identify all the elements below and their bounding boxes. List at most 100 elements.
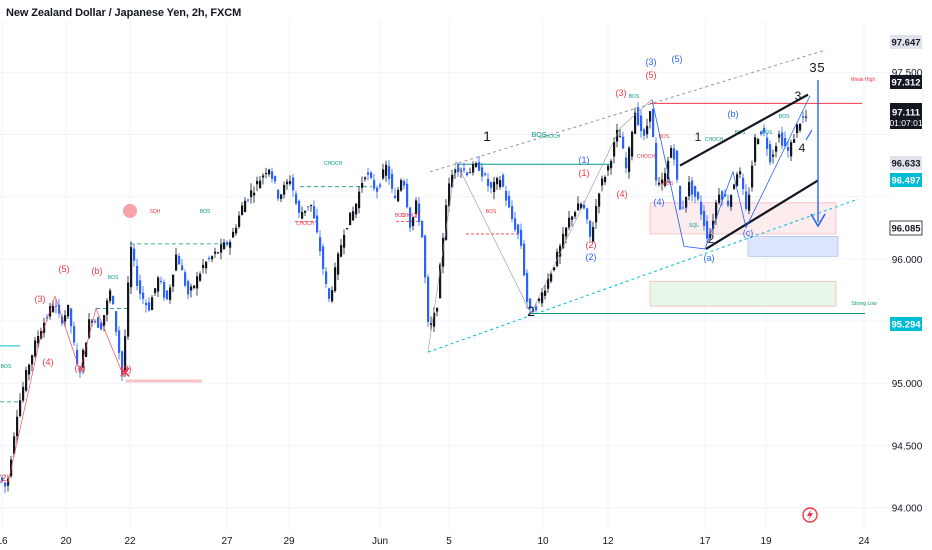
candle (523, 243, 526, 276)
candle (283, 184, 286, 195)
structure-label: BOS (1, 364, 12, 370)
candle (397, 189, 400, 202)
candle (511, 206, 514, 219)
candle (1, 477, 4, 482)
candle (754, 137, 757, 162)
candle (721, 191, 724, 200)
candle (583, 204, 586, 209)
structure-label: CHOCH (705, 137, 724, 143)
candle (310, 204, 313, 207)
candle (88, 319, 91, 338)
candle (184, 272, 187, 286)
candle (262, 175, 265, 178)
price-badge (890, 156, 922, 170)
candle (577, 203, 580, 211)
candle (286, 181, 289, 185)
candle (430, 323, 433, 325)
candle (769, 144, 772, 163)
candle (145, 302, 148, 306)
candle (700, 201, 703, 215)
wave-label-black: 3 (809, 60, 816, 75)
candle (169, 287, 172, 301)
price-axis[interactable]: 94.00094.50095.00095.50096.00097.50097.6… (889, 35, 923, 515)
candle (436, 307, 439, 312)
candle (739, 171, 742, 175)
candle (259, 180, 262, 189)
candle (619, 136, 622, 138)
candle (67, 304, 70, 317)
wave-label-blue: (1) (579, 155, 590, 165)
candle (421, 220, 424, 238)
candle (691, 180, 694, 195)
x-tick-label: 16 (0, 536, 8, 547)
candle (688, 182, 691, 197)
candle (694, 185, 697, 197)
candle (76, 349, 79, 364)
price-badge-label: 96.085 (891, 224, 921, 235)
candle (670, 148, 673, 158)
candle (94, 321, 97, 323)
candle (517, 224, 520, 234)
candle (373, 180, 376, 189)
structure-label: BOS (779, 114, 790, 120)
candle (544, 290, 547, 296)
candle (271, 171, 274, 179)
candle (733, 184, 736, 189)
candle (427, 276, 430, 322)
candle (325, 271, 328, 284)
candle (382, 169, 385, 179)
structure-label: SQH (150, 209, 161, 215)
wave-label-red: (2) (0, 473, 10, 483)
candle (718, 194, 721, 203)
structure-label: BOS (200, 209, 211, 215)
candle (580, 203, 583, 209)
candle (607, 165, 610, 171)
candle (664, 173, 667, 186)
time-axis[interactable]: 16 20 22 27 29 Jun 5 10 12 17 19 24 (0, 536, 870, 547)
candle (265, 172, 268, 174)
candle (364, 177, 367, 180)
candle (760, 131, 763, 135)
candle (34, 340, 37, 357)
structure-label: BOS (395, 213, 406, 219)
price-badge (890, 35, 922, 49)
wave-label-blue: (5) (672, 54, 683, 64)
price-badge (890, 75, 922, 89)
candle (85, 342, 88, 357)
candle (649, 111, 652, 122)
wave-label-blue: (3) (646, 57, 657, 67)
wave-label-blue: (c) (743, 228, 754, 238)
candle (652, 108, 655, 138)
y-tick-label: 94.500 (892, 441, 923, 452)
wave-path (7, 295, 125, 483)
candle (589, 220, 592, 237)
lightning-icon (802, 507, 818, 523)
candle (727, 200, 730, 206)
price-badge-label: 97.647 (891, 38, 920, 49)
candle (253, 192, 256, 196)
structure-label: BOS (629, 94, 640, 100)
wave-label-red: (3) (616, 88, 627, 98)
x-tick-label: 24 (858, 536, 870, 547)
candle (781, 132, 784, 146)
candle (205, 261, 208, 269)
candle (121, 351, 124, 375)
candle (403, 181, 406, 186)
wave-path (651, 95, 811, 250)
candle (709, 233, 712, 239)
x-tick-label: 29 (283, 536, 295, 547)
candle (244, 200, 247, 213)
structure-label: BOS (663, 181, 674, 187)
wave-label-blue: (a) (704, 253, 715, 263)
candle (157, 277, 160, 292)
candle (676, 150, 679, 180)
candle (472, 163, 475, 173)
bos-label: BOS (532, 132, 547, 139)
candle (115, 311, 118, 332)
candle (478, 162, 481, 171)
candle (748, 194, 751, 211)
candle (313, 206, 316, 219)
candle (247, 199, 250, 201)
